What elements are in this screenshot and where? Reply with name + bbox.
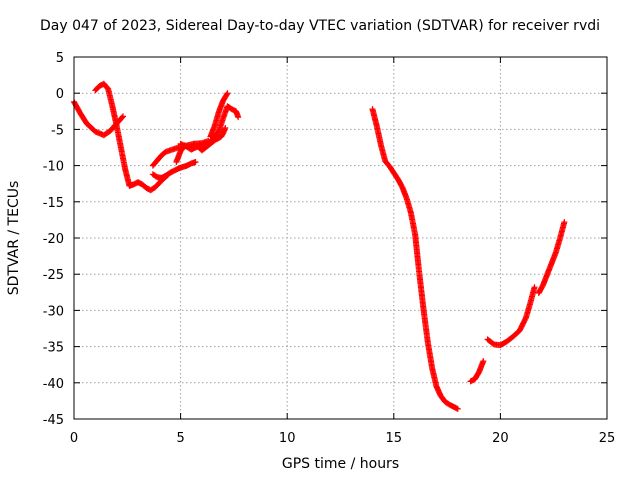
y-tick-label: -40 [43, 377, 64, 392]
data-point [235, 114, 242, 121]
chart-title: Day 047 of 2023, Sidereal Day-to-day VTE… [39, 18, 601, 34]
y-tick-label: -30 [43, 304, 64, 319]
axis-ticks: 0 5 10 15 20 25 5 0 -5 -10 -15 -20 -25 -30 -35 -40 -45 [43, 51, 616, 446]
y-tick-label: -35 [43, 341, 64, 356]
y-tick-label: 0 [56, 87, 64, 102]
data-point [480, 358, 487, 365]
y-tick-label: -20 [43, 232, 64, 247]
data-point [454, 405, 461, 412]
plot-frame [73, 56, 608, 420]
x-tick-label: 5 [176, 431, 184, 446]
data-point [561, 219, 568, 226]
x-tick-label: 20 [492, 431, 509, 446]
data-point [222, 124, 229, 131]
y-tick-label: -15 [43, 196, 64, 211]
data-point [223, 91, 230, 98]
x-axis-label: GPS time / hours [281, 456, 400, 472]
data-point [192, 158, 199, 165]
x-tick-label: 25 [599, 431, 616, 446]
y-tick-label: -5 [51, 123, 64, 138]
data-point [224, 90, 231, 97]
y-tick-label: 5 [56, 51, 64, 66]
x-tick-label: 10 [279, 431, 296, 446]
grid-lines [74, 57, 607, 419]
x-tick-label: 15 [386, 431, 403, 446]
data-points [71, 80, 568, 412]
data-point [120, 113, 127, 120]
x-tick-label: 0 [70, 431, 78, 446]
data-point [119, 114, 126, 121]
y-tick-label: -25 [43, 268, 64, 283]
y-tick-label: -45 [43, 413, 64, 428]
data-point [531, 284, 538, 291]
y-axis-label: SDTVAR / TECUs [6, 180, 22, 296]
y-tick-label: -10 [43, 160, 64, 175]
